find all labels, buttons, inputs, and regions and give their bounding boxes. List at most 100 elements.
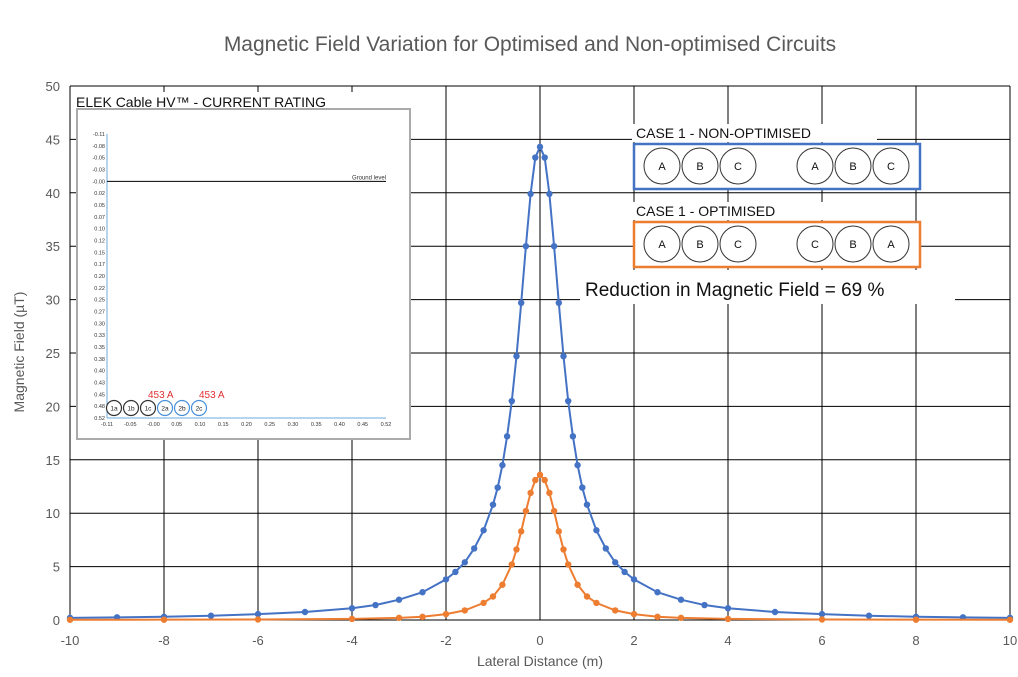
series-layer — [66, 143, 1014, 623]
data-point-non_optimised — [513, 353, 520, 360]
inset-cable — [190, 399, 208, 417]
series-optimised — [66, 471, 1014, 623]
data-point-non_optimised — [254, 610, 262, 618]
inset-current-label: 453 A — [199, 390, 225, 401]
inset-x-tick-label: 0.40 — [334, 422, 345, 428]
inset-x-tick-label: 0.05 — [171, 422, 182, 428]
y-tick-label: 35 — [46, 239, 60, 254]
data-point-optimised — [541, 476, 548, 484]
data-point-optimised — [160, 616, 168, 623]
data-point-non_optimised — [701, 601, 708, 609]
x-tick-label: 4 — [724, 633, 731, 648]
data-point-optimised — [546, 489, 553, 497]
data-point-non_optimised — [550, 243, 558, 250]
data-point-non_optimised — [602, 545, 609, 552]
phase-label: B — [849, 239, 856, 251]
inset-x-tick-label: -0.05 — [124, 422, 137, 428]
inset-y-tick-label: 0.22 — [94, 286, 105, 292]
data-point-optimised — [583, 593, 591, 600]
data-point-optimised — [513, 546, 520, 553]
x-tick-label: 6 — [818, 633, 825, 648]
phase-circle — [681, 225, 719, 263]
phase-label: C — [887, 161, 895, 173]
data-point-non_optimised — [532, 154, 539, 161]
data-point-non_optimised — [494, 484, 501, 491]
x-tick-label: -4 — [346, 633, 358, 648]
x-tick-label: 8 — [912, 633, 919, 648]
inset-y-tick-label: 0.20 — [94, 274, 105, 280]
data-point-optimised — [442, 610, 450, 618]
inset-x-tick-label: -0.11 — [101, 422, 113, 428]
phase-label: A — [887, 239, 895, 251]
data-point-non_optimised — [621, 568, 628, 576]
legend-label-background — [632, 202, 877, 220]
inset-cable-label: 2a — [161, 406, 169, 413]
inset-frame — [76, 108, 411, 440]
inset-x-tick-label: 0.45 — [357, 422, 368, 428]
phase-circle — [834, 147, 872, 185]
inset-y-tick-label: 0.38 — [94, 357, 105, 363]
phase-circle — [643, 225, 681, 263]
data-point-non_optimised — [555, 299, 562, 306]
y-axis-label: Magnetic Field (µT) — [11, 292, 27, 413]
y-tick-label: 50 — [46, 79, 60, 94]
data-point-non_optimised — [419, 589, 426, 596]
data-point-optimised — [593, 599, 600, 607]
data-point-optimised — [480, 599, 487, 607]
data-point-non_optimised — [771, 608, 779, 616]
data-point-optimised — [532, 476, 539, 484]
data-point-optimised — [574, 581, 581, 588]
data-point-non_optimised — [372, 601, 379, 609]
inset-x-tick-label: 0.25 — [264, 422, 275, 428]
data-point-non_optimised — [541, 154, 548, 161]
data-point-non_optimised — [503, 433, 511, 440]
inset-y-tick-label: 0.43 — [94, 381, 105, 387]
data-point-optimised — [654, 613, 661, 620]
inset-title: ELEK Cable HV™ - CURRENT RATING — [76, 94, 326, 110]
inset-y-tick-label: 0.48 — [94, 404, 105, 410]
data-point-non_optimised — [522, 243, 530, 250]
data-point-non_optimised — [630, 576, 638, 583]
y-tick-label: 15 — [46, 453, 60, 468]
inset-cable — [139, 399, 157, 417]
x-tick-label: -6 — [252, 633, 264, 648]
data-point-non_optimised — [724, 605, 732, 612]
inset-cable — [173, 399, 191, 417]
inset-cable-label: 1b — [127, 406, 135, 413]
data-point-non_optimised — [489, 501, 497, 508]
data-point-non_optimised — [579, 484, 586, 491]
legend-box-label: CASE 1 - NON-OPTIMISED — [636, 125, 811, 141]
data-point-optimised — [419, 613, 426, 620]
inset-y-tick-label: -0.11 — [93, 132, 105, 138]
inset-y-tick-label: 0.17 — [94, 262, 105, 268]
data-point-optimised — [818, 616, 826, 623]
phase-circle — [872, 147, 910, 185]
data-point-non_optimised — [348, 605, 356, 612]
data-point-optimised — [536, 471, 544, 478]
inset-y-tick-label: 0.30 — [94, 321, 105, 327]
data-point-non_optimised — [593, 527, 600, 534]
series-non_optimised — [66, 143, 1014, 622]
data-point-optimised — [550, 507, 558, 515]
data-point-non_optimised — [471, 545, 478, 552]
inset-y-tick-label: 0.45 — [94, 392, 105, 398]
legend-label-background — [632, 124, 877, 142]
inset-y-tick-label: 0.33 — [94, 333, 105, 339]
data-point-optimised — [348, 615, 356, 623]
inset-cable — [122, 399, 140, 417]
phase-circle — [643, 147, 681, 185]
legend-box-non-optimised: CASE 1 - NON-OPTIMISED A B C A B C — [632, 124, 922, 191]
data-point-optimised — [66, 616, 74, 623]
data-point-non_optimised — [574, 461, 581, 469]
data-point-optimised — [612, 607, 619, 614]
x-tick-label: 2 — [630, 633, 637, 648]
data-point-optimised — [527, 489, 534, 497]
data-point-optimised — [912, 616, 920, 623]
inset-x-tick-label: 0.30 — [288, 422, 299, 428]
phase-circle — [796, 147, 834, 185]
phase-label: A — [658, 239, 666, 251]
inset-cable-label: 2c — [196, 406, 204, 413]
data-point-optimised — [560, 546, 567, 553]
phase-label: B — [696, 239, 703, 251]
